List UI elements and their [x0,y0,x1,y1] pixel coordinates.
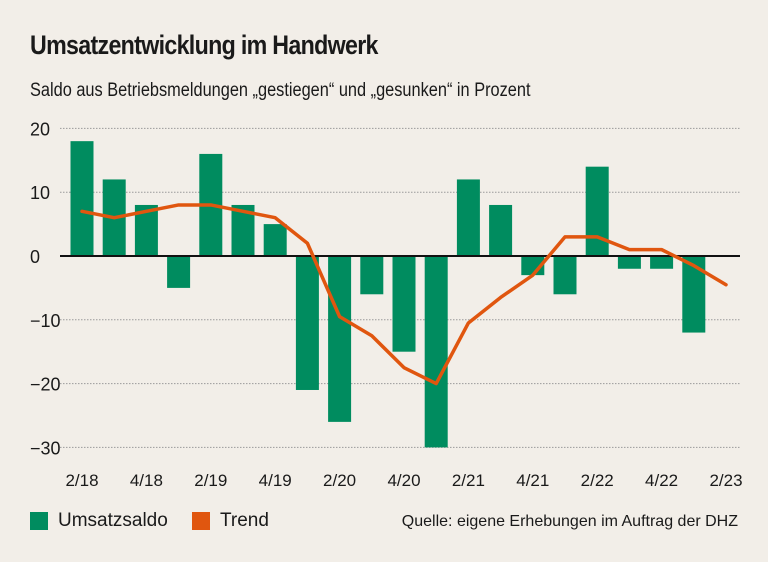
bar-4/19 [263,224,287,256]
bar-3/22 [617,256,641,269]
chart-subtitle: Saldo aus Betriebsmeldungen „gestiegen“ … [30,80,531,101]
y-tick-label: −20 [30,375,61,395]
y-tick-label: 20 [30,119,50,139]
bar-3/21 [489,204,513,256]
bar-3/20 [360,256,384,295]
x-tick-label: 2/22 [581,471,614,490]
trend-line [80,203,728,386]
bar-1/21 [424,256,448,448]
legend-label: Trend [220,510,269,531]
y-tick-label: −30 [30,438,61,458]
source-note: Quelle: eigene Erhebungen im Auftrag der… [401,513,738,530]
legend-swatch-bar [30,512,48,530]
x-tick-label: 4/18 [130,471,163,490]
chart-title: Umsatzentwicklung im Handwerk [30,30,378,60]
bar-1/23 [682,256,706,333]
legend-swatch-line [192,512,210,530]
x-tick-label: 2/21 [452,471,485,490]
bar-3/19 [231,204,255,256]
x-tick-label: 2/18 [65,471,98,490]
x-tick-label: 2/23 [709,471,742,490]
y-tick-label: −10 [30,311,61,331]
y-tick-label: 10 [30,183,50,203]
legend-item-umsatzsaldo: Umsatzsaldo [30,510,168,532]
x-tick-label: 4/19 [259,471,292,490]
x-tick-label: 4/22 [645,471,678,490]
bar-1/20 [295,256,319,390]
x-tick-label: 4/20 [387,471,420,490]
bar-4/18 [134,204,158,256]
x-tick-label: 2/19 [194,471,227,490]
bar-2/18 [70,141,94,256]
bar-2/21 [456,179,480,256]
bar-1/19 [167,256,191,288]
bar-1/22 [553,256,577,295]
legend-label: Umsatzsaldo [58,510,168,531]
x-tick-label: 2/20 [323,471,356,490]
y-tick-label: 0 [30,247,40,267]
x-tick-label: 4/21 [516,471,549,490]
legend-item-trend: Trend [192,510,269,532]
bar-2/20 [328,256,352,422]
bar-4/20 [392,256,416,352]
bar-2/22 [585,166,609,256]
bar-4/22 [650,256,674,269]
